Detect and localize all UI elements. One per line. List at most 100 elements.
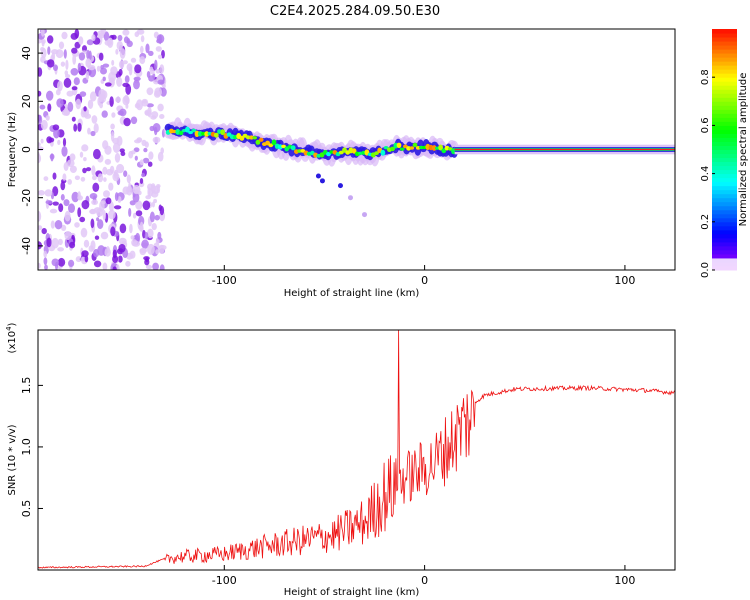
noise-blob — [38, 67, 43, 77]
noise-blob — [157, 103, 164, 112]
noise-blob — [50, 153, 54, 162]
colorbar-segment — [712, 265, 737, 271]
noise-blob — [102, 210, 107, 221]
noise-blob — [93, 260, 102, 268]
noise-blob — [148, 50, 154, 57]
noise-blob — [147, 243, 155, 255]
noise-blob — [85, 70, 90, 81]
colorbar-segment — [712, 201, 737, 207]
signal-core — [239, 135, 245, 141]
noise-blob — [83, 157, 87, 162]
noise-blob — [81, 200, 90, 210]
colorbar-segment — [712, 121, 737, 126]
noise-blob — [50, 220, 55, 229]
snr-multiplier-exponent: 4 — [5, 326, 13, 331]
colorbar-segment — [712, 213, 737, 219]
colorbar-segment — [712, 125, 737, 130]
noise-blob — [119, 223, 127, 234]
colorbar-segment — [712, 117, 737, 122]
noise-blob — [101, 110, 108, 118]
noise-blob — [90, 130, 96, 137]
signal-core — [268, 143, 274, 148]
noise-blob — [155, 249, 160, 255]
noise-blob — [38, 225, 43, 231]
noise-blob — [73, 123, 78, 132]
noise-blob — [77, 62, 82, 72]
colorbar-segment — [712, 161, 737, 167]
noise-blob — [151, 111, 159, 119]
noise-blob — [100, 67, 107, 75]
noise-blob — [58, 203, 64, 213]
noise-blob — [109, 165, 115, 174]
signal-core — [281, 144, 286, 149]
noise-blob — [139, 178, 144, 184]
noise-blob — [112, 172, 120, 182]
colorbar-segment — [712, 261, 737, 267]
noise-blob — [77, 191, 81, 200]
noise-blob — [147, 186, 151, 198]
noise-blob — [128, 66, 133, 76]
noise-blob — [151, 223, 157, 231]
noise-blob — [103, 31, 110, 42]
noise-blob — [85, 167, 92, 172]
noise-blob — [135, 210, 143, 217]
noise-blob — [57, 257, 66, 267]
signal-fragment — [315, 173, 321, 179]
noise-blob — [146, 71, 151, 78]
noise-blob — [91, 165, 96, 176]
noise-blob — [80, 176, 86, 182]
noise-blob — [52, 201, 59, 206]
signal-core — [399, 147, 405, 151]
noise-blob — [78, 52, 86, 61]
noise-blob — [73, 77, 80, 86]
signal-core — [197, 131, 203, 137]
noise-blob — [149, 211, 155, 223]
noise-blob — [43, 176, 49, 182]
noise-blob — [141, 239, 149, 249]
colorbar-segment — [712, 61, 737, 66]
colorbar-segment — [712, 193, 737, 199]
noise-blob — [130, 116, 138, 125]
noise-blob — [81, 144, 89, 152]
noise-blob — [57, 238, 63, 246]
noise-blob — [41, 39, 46, 44]
noise-blob — [119, 48, 126, 59]
snr-multiplier-close: ) — [7, 322, 18, 326]
colorbar-segment — [712, 133, 737, 138]
noise-blob — [134, 155, 138, 161]
noise-blob — [60, 194, 65, 201]
noise-blob — [77, 122, 82, 132]
signal-core — [438, 144, 443, 151]
noise-blob — [60, 181, 66, 191]
colorbar-segment — [712, 73, 737, 78]
noise-blob — [51, 49, 59, 55]
noise-blob — [44, 264, 48, 270]
signal-core — [412, 142, 418, 148]
noise-blob — [133, 76, 141, 82]
noise-blob — [86, 49, 90, 60]
noise-blob — [118, 243, 126, 253]
signal-core — [255, 139, 261, 145]
noise-blob — [100, 231, 109, 240]
colorbar-segment — [712, 53, 737, 58]
noise-blob — [144, 232, 149, 240]
noise-blob — [139, 248, 146, 256]
noise-blob — [97, 245, 106, 256]
colorbar-segment — [712, 145, 737, 150]
noise-blob — [139, 221, 144, 231]
noise-blob — [128, 207, 132, 217]
noise-blob — [64, 210, 71, 222]
colorbar-segment — [712, 45, 737, 50]
noise-blob — [155, 46, 162, 52]
y-axis-label: Frequency (Hz) — [7, 112, 18, 188]
colorbar-segment — [712, 113, 737, 118]
noise-blob — [53, 64, 58, 71]
noise-blob — [98, 52, 104, 61]
noise-blob — [129, 250, 136, 259]
noise-blob — [66, 159, 75, 167]
colorbar-tick-label: 0.8 — [700, 69, 711, 85]
noise-blob — [64, 70, 69, 76]
noise-blob — [132, 212, 137, 219]
noise-blob — [108, 209, 116, 220]
noise-blob — [71, 116, 76, 122]
